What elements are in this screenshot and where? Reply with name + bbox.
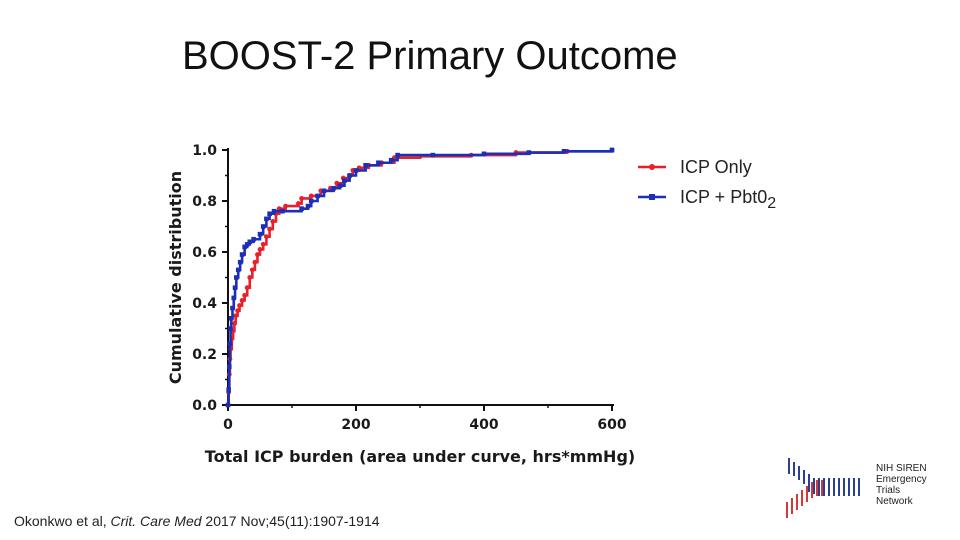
series-1 (225, 147, 615, 408)
data-point (260, 224, 266, 229)
y-axis-label: Cumulative distribution (166, 171, 185, 384)
data-point (242, 244, 247, 250)
data-point (561, 148, 567, 154)
legend: ICP Only ICP + Pbt02 (638, 157, 776, 212)
x-tick-label: 400 (469, 417, 498, 433)
data-point (235, 308, 240, 314)
data-point (249, 267, 255, 273)
data-point (388, 157, 394, 163)
data-point (342, 178, 347, 183)
data-point (315, 193, 320, 199)
data-point (296, 201, 301, 206)
data-point (526, 150, 532, 155)
slide-title: BOOST-2 Primary Outcome (182, 34, 678, 78)
data-point (337, 183, 343, 188)
data-point (233, 313, 239, 319)
y-tick-label: 0.0 (192, 398, 217, 414)
y-tick-label: 0.6 (192, 245, 217, 261)
siren-logo-text: NIH SIREN Emergency Trials Network (876, 463, 927, 507)
citation: Okonkwo et al, Crit. Care Med 2017 Nov;4… (14, 513, 380, 529)
data-point (247, 275, 253, 280)
data-point (264, 216, 269, 222)
data-point (363, 163, 368, 168)
data-point (353, 168, 359, 173)
data-point (230, 305, 235, 311)
data-point (257, 231, 263, 237)
data-point (331, 185, 336, 191)
x-tick-label: 200 (341, 417, 370, 433)
data-point (247, 239, 253, 245)
data-point (239, 298, 245, 303)
data-point (609, 147, 615, 153)
x-axis-label: Total ICP burden (area under curve, hrs*… (205, 447, 635, 466)
data-point (376, 160, 381, 166)
x-tick-label: 600 (597, 417, 626, 433)
data-point (299, 196, 304, 201)
chart-plot-group: 0.0 0.2 0.4 0.6 0.8 1.0 0 200 400 600 Total ICP bu… (166, 143, 776, 466)
data-point (267, 226, 272, 232)
logo-line-2: Emergency (876, 474, 927, 485)
siren-logo-mark (786, 458, 860, 518)
citation-journal: Crit. Care Med (110, 513, 202, 529)
data-point (226, 364, 232, 370)
data-point (267, 211, 272, 217)
logo-line-4: Network (876, 496, 913, 507)
data-point (430, 152, 436, 158)
data-point (231, 295, 237, 301)
legend-marker (649, 194, 655, 200)
data-point (481, 151, 487, 157)
y-tick-label: 0.8 (192, 194, 217, 210)
data-point (242, 292, 248, 298)
data-point (234, 275, 239, 280)
legend-label: ICP + Pbt02 (680, 187, 776, 212)
data-point (271, 208, 277, 214)
data-point (255, 252, 260, 257)
data-point (251, 236, 256, 242)
data-point (347, 173, 352, 178)
data-point (264, 234, 269, 240)
data-point (237, 259, 243, 265)
data-point (395, 152, 400, 158)
logo-line-3: Trials (876, 485, 901, 496)
citation-details: 2017 Nov;45(11):1907-1914 (201, 513, 380, 529)
data-point (283, 203, 288, 209)
series-0 (225, 147, 615, 408)
y-tick-label: 1.0 (192, 143, 217, 159)
data-point (270, 219, 276, 224)
data-point (308, 193, 314, 199)
x-tick-label: 0 (223, 417, 233, 433)
data-point (260, 241, 266, 247)
series-line (227, 149, 614, 407)
data-point (257, 247, 263, 252)
data-point (228, 326, 233, 331)
y-tick-label: 0.4 (192, 296, 217, 312)
data-point (308, 198, 314, 204)
series-line (227, 149, 614, 407)
data-point (299, 206, 304, 211)
data-point (244, 285, 250, 291)
citation-authors: Okonkwo et al, (14, 513, 111, 529)
data-point (237, 303, 242, 308)
data-point (305, 203, 311, 209)
data-point (232, 321, 237, 326)
legend-label: ICP Only (680, 157, 752, 177)
data-point (280, 208, 285, 214)
data-point (239, 252, 245, 257)
data-point (226, 387, 231, 392)
data-point (321, 188, 327, 194)
data-point (252, 259, 258, 265)
data-point (244, 242, 250, 247)
y-tick-label: 0.2 (192, 347, 217, 363)
data-point (232, 285, 238, 290)
legend-marker (649, 164, 655, 170)
data-point (227, 341, 233, 347)
data-point (228, 316, 234, 321)
cdf-chart: 0.0 0.2 0.4 0.6 0.8 1.0 0 200 400 600 Total ICP bu… (166, 143, 776, 466)
data-point (225, 402, 231, 408)
data-point (235, 267, 241, 273)
logo-line-1: NIH SIREN (876, 463, 927, 474)
